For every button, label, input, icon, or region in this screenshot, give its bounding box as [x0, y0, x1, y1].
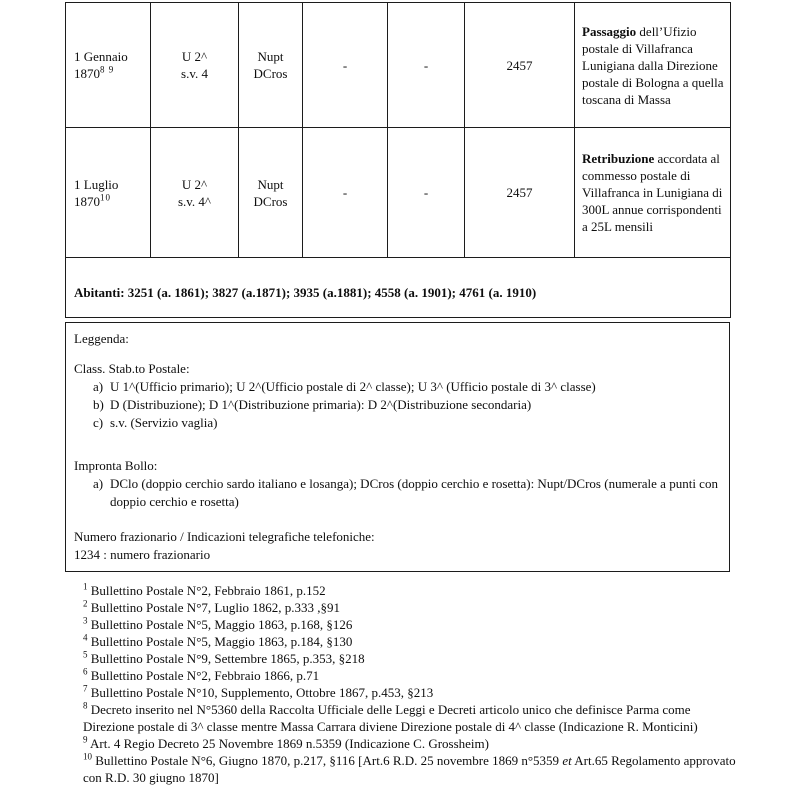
bollo-cell: Nupt DCros [238, 127, 303, 258]
note-keyword: Retribuzione [582, 151, 655, 166]
table-row: 1 Gennaio 18708 9 U 2^ s.v. 4 Nupt DCros… [65, 2, 731, 128]
legend-item-marker: b) [93, 397, 104, 412]
footnote-text: Decreto inserito nel N°5360 della Raccol… [83, 702, 698, 734]
footnote: 1 Bullettino Postale N°2, Febbraio 1861,… [83, 582, 745, 599]
footnote-number: 8 [83, 700, 88, 711]
legend-bollo-heading: Impronta Bollo: [74, 458, 158, 473]
bollo-cell: Nupt DCros [238, 2, 303, 128]
class-line: U 2^ [181, 49, 208, 64]
footnote-text-italic: et [562, 753, 572, 768]
bollo-line: DCros [253, 193, 288, 209]
legend-item: a) DClo (doppio cerchio sardo italiano e… [93, 475, 719, 511]
date-line: 187010 [74, 193, 149, 210]
footnote: 6 Bullettino Postale N°2, Febbraio 1866,… [83, 667, 745, 684]
footnote-number: 10 [83, 751, 92, 762]
date-cell: 1 Gennaio 18708 9 [65, 2, 151, 128]
numero-frazionario-cell: 2457 [464, 2, 575, 128]
note-text: dell’Ufizio postale di Villafranca Lunig… [582, 23, 724, 107]
legend-section-frazionario: Numero frazionario / Indicazioni telegra… [74, 528, 719, 564]
date-line: 1 Gennaio [74, 49, 128, 64]
legend-title: Leggenda: [74, 331, 129, 346]
class-line: s.v. 4 [181, 66, 208, 81]
legend-class-heading: Class. Stab.to Postale: [74, 361, 190, 376]
legend-item-marker: c) [93, 415, 104, 430]
footnote-text: Bullettino Postale N°10, Supplemento, Ot… [90, 685, 434, 700]
legend-box: Leggenda: Class. Stab.to Postale: a) U 1… [65, 322, 730, 572]
footnote: 5 Bullettino Postale N°9, Settembre 1865… [83, 650, 745, 667]
footnote-text: Bullettino Postale N°2, Febbraio 1861, p… [90, 583, 326, 598]
footnote-number: 9 [83, 734, 88, 745]
legend-item: c) s.v. (Servizio vaglia) [93, 414, 719, 432]
footnote-number: 2 [83, 598, 88, 609]
legend-frazionario-heading: Numero frazionario / Indicazioni telegra… [74, 529, 375, 544]
footnote: 9 Art. 4 Regio Decreto 25 Novembre 1869 … [83, 735, 745, 752]
footnote-number: 6 [83, 666, 88, 677]
footnote-text: Bullettino Postale N°9, Settembre 1865, … [90, 651, 365, 666]
footnote-number: 7 [83, 683, 88, 694]
footnote: 3 Bullettino Postale N°5, Maggio 1863, p… [83, 616, 745, 633]
footnote: 8 Decreto inserito nel N°5360 della Racc… [83, 701, 745, 735]
legend-item-text: U 1^(Ufficio primario); U 2^(Ufficio pos… [110, 379, 596, 394]
date-cell: 1 Luglio 187010 [65, 127, 151, 258]
footnote: 7 Bullettino Postale N°10, Supplemento, … [83, 684, 745, 701]
footnote-ref: 8 9 [100, 64, 115, 75]
footnote-number: 1 [83, 581, 88, 592]
date-year: 1870 [74, 193, 100, 209]
bollo-line: Nupt [257, 49, 284, 64]
empty-cell: - [387, 127, 465, 258]
footnote-text: Bullettino Postale N°2, Febbraio 1866, p… [90, 668, 320, 683]
note-text: accordata al commesso postale di Villafr… [582, 151, 723, 234]
bollo-line: Nupt [257, 176, 284, 192]
note-keyword: Passaggio [582, 23, 637, 39]
footnote-text: Bullettino Postale N°5, Maggio 1863, p.1… [90, 634, 353, 649]
postal-history-table: 1 Gennaio 18708 9 U 2^ s.v. 4 Nupt DCros… [65, 2, 731, 318]
footnote-text: Bullettino Postale N°6, Giugno 1870, p.2… [95, 753, 563, 768]
class-line: U 2^ [181, 176, 208, 192]
footnotes: 1 Bullettino Postale N°2, Febbraio 1861,… [83, 582, 745, 786]
footnote: 10 Bullettino Postale N°6, Giugno 1870, … [83, 752, 745, 786]
footnote: 4 Bullettino Postale N°5, Maggio 1863, p… [83, 633, 745, 650]
date-year: 1870 [74, 66, 100, 81]
empty-cell: - [302, 127, 388, 258]
class-line: s.v. 4^ [177, 193, 212, 209]
class-cell: U 2^ s.v. 4^ [150, 127, 239, 258]
footnote-ref: 10 [100, 192, 111, 203]
footnote-text: Bullettino Postale N°7, Luglio 1862, p.3… [90, 600, 341, 615]
footnote: 2 Bullettino Postale N°7, Luglio 1862, p… [83, 599, 745, 616]
empty-cell: - [387, 2, 465, 128]
legend-item-marker: a) [93, 476, 104, 491]
legend-section-class: Class. Stab.to Postale: a) U 1^(Ufficio … [74, 360, 719, 432]
class-cell: U 2^ s.v. 4 [150, 2, 239, 128]
legend-item-text: DClo (doppio cerchio sardo italiano e lo… [110, 476, 718, 509]
legend-item-text: D (Distribuzione); D 1^(Distribuzione pr… [110, 397, 532, 412]
numero-frazionario-cell: 2457 [464, 127, 575, 258]
table-row-abitanti: Abitanti: 3251 (a. 1861); 3827 (a.1871);… [65, 257, 731, 318]
legend-item-marker: a) [93, 379, 104, 394]
abitanti-cell: Abitanti: 3251 (a. 1861); 3827 (a.1871);… [65, 257, 731, 318]
footnote-text: Bullettino Postale N°5, Maggio 1863, p.1… [90, 617, 353, 632]
bollo-line: DCros [253, 66, 288, 81]
legend-frazionario-example: 1234 : numero frazionario [74, 547, 211, 562]
empty-cell: - [302, 2, 388, 128]
legend-item-text: s.v. (Servizio vaglia) [110, 415, 218, 430]
footnote-text: Art. 4 Regio Decreto 25 Novembre 1869 n.… [90, 736, 489, 751]
footnote-number: 3 [83, 615, 88, 626]
table-row: 1 Luglio 187010 U 2^ s.v. 4^ Nupt DCros … [65, 127, 731, 258]
date-line: 1 Luglio [74, 176, 119, 192]
date-line: 18708 9 [74, 65, 149, 82]
footnote-number: 5 [83, 649, 88, 660]
footnote-number: 4 [83, 632, 88, 643]
legend-item: a) U 1^(Ufficio primario); U 2^(Ufficio … [93, 378, 719, 396]
note-cell: Passaggio dell’Ufizio postale di Villafr… [574, 2, 731, 128]
legend-section-bollo: Impronta Bollo: a) DClo (doppio cerchio … [74, 457, 719, 511]
note-cell: Retribuzione accordata al commesso posta… [574, 127, 731, 258]
legend-item: b) D (Distribuzione); D 1^(Distribuzione… [93, 396, 719, 414]
